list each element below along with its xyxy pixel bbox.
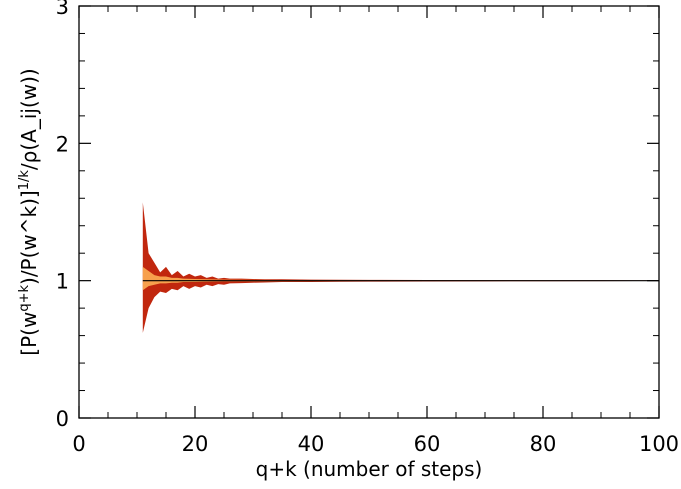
y-label-superscript: 1/k [17, 170, 32, 191]
x-axis-label: q+k (number of steps) [256, 457, 483, 481]
x-tick-label: 60 [414, 432, 441, 456]
x-tick-label: 100 [639, 432, 679, 456]
x-tick-label: 20 [182, 432, 209, 456]
bands-layer [142, 202, 660, 333]
ticks-layer [78, 5, 660, 419]
plot-frame [78, 5, 660, 419]
y-tick-label: 0 [56, 407, 69, 431]
y-label-text: /ρ(A_ij(w)) [17, 68, 41, 170]
y-tick-label: 1 [56, 270, 69, 294]
x-tick-label: 40 [298, 432, 325, 456]
tick-labels-layer: 0 20 40 60 80 100 0 1 2 3 [56, 0, 679, 456]
y-tick-label: 2 [56, 132, 69, 156]
y-label-text: [P(w [17, 312, 41, 356]
outer-band [142, 202, 660, 333]
y-label-text: )/P(w^k)] [17, 190, 41, 285]
y-tick-label: 3 [56, 0, 69, 19]
y-axis-label: [P(wq+k)/P(w^k)]1/k/ρ(A_ij(w)) [17, 68, 41, 355]
y-label-superscript: q+k [17, 285, 32, 312]
x-tick-label: 0 [72, 432, 85, 456]
x-tick-label: 80 [530, 432, 557, 456]
